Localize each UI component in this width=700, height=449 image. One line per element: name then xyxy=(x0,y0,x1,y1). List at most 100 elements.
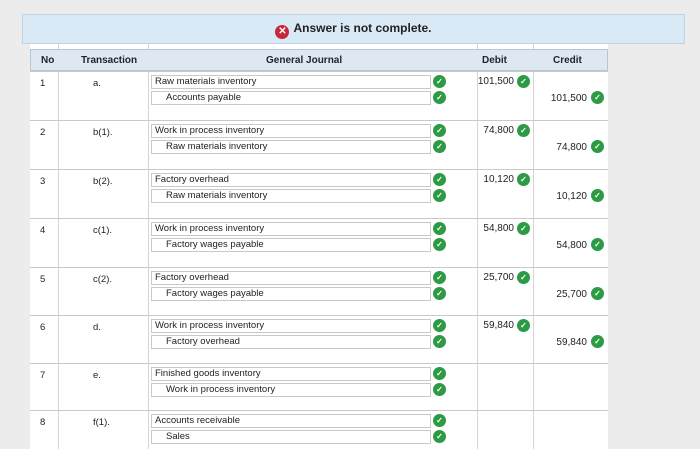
debit-account-text: Finished goods inventory xyxy=(155,368,261,379)
check-icon: ✓ xyxy=(517,173,530,186)
check-icon: ✓ xyxy=(433,271,446,284)
credit-account-text: Work in process inventory xyxy=(166,384,276,395)
check-icon: ✓ xyxy=(517,124,530,137)
debit-account-field[interactable]: Raw materials inventory xyxy=(151,75,431,89)
check-icon: ✓ xyxy=(433,189,446,202)
debit-account-field[interactable]: Work in process inventory xyxy=(151,124,431,138)
credit-account-text: Raw materials inventory xyxy=(166,141,268,152)
check-icon: ✓ xyxy=(591,189,604,202)
credit-account-field[interactable]: Factory wages payable xyxy=(151,238,431,252)
check-icon: ✓ xyxy=(433,414,446,427)
credit-account-text: Sales xyxy=(166,431,190,442)
credit-account-text: Factory overhead xyxy=(166,336,240,347)
check-icon: ✓ xyxy=(433,91,446,104)
credit-account-field[interactable]: Factory wages payable xyxy=(151,287,431,301)
transaction-label: c(1). xyxy=(93,225,112,236)
table-row: 7 e. Finished goods inventory Work in proce… xyxy=(30,363,608,406)
table-row: 2 b(1). Work in process inventory Raw mater… xyxy=(30,120,608,163)
header-credit: Credit xyxy=(553,55,582,66)
debit-account-field[interactable]: Factory overhead xyxy=(151,173,431,187)
table-row: 8 f(1). Accounts receivable Sales ✓ ✓ xyxy=(30,410,608,449)
credit-account-field[interactable]: Raw materials inventory xyxy=(151,189,431,203)
credit-account-text: Accounts payable xyxy=(166,92,241,103)
credit-amount[interactable]: 74,800 xyxy=(556,142,587,153)
row-number: 5 xyxy=(40,274,46,285)
debit-account-field[interactable]: Factory overhead xyxy=(151,271,431,285)
credit-account-field[interactable]: Accounts payable xyxy=(151,91,431,105)
debit-amount[interactable]: 54,800 xyxy=(483,223,514,234)
transaction-label: a. xyxy=(93,78,101,89)
check-icon: ✓ xyxy=(433,222,446,235)
row-number: 1 xyxy=(40,78,46,89)
table-row: 4 c(1). Work in process inventory Factory w… xyxy=(30,218,608,261)
debit-amount[interactable]: 101,500 xyxy=(477,76,514,87)
check-icon: ✓ xyxy=(517,75,530,88)
x-circle-icon: ✕ xyxy=(275,25,290,39)
debit-account-field[interactable]: Work in process inventory xyxy=(151,222,431,236)
check-icon: ✓ xyxy=(433,319,446,332)
check-icon: ✓ xyxy=(517,222,530,235)
check-icon: ✓ xyxy=(433,383,446,396)
check-icon: ✓ xyxy=(433,124,446,137)
debit-account-text: Work in process inventory xyxy=(155,125,265,136)
header-journal: General Journal xyxy=(266,55,343,66)
debit-account-text: Factory overhead xyxy=(155,272,229,283)
row-number: 2 xyxy=(40,127,46,138)
credit-amount[interactable]: 54,800 xyxy=(556,240,587,251)
row-number: 8 xyxy=(40,417,46,428)
check-icon: ✓ xyxy=(433,140,446,153)
table-row: 5 c(2). Factory overhead Factory wages paya… xyxy=(30,267,608,310)
check-icon: ✓ xyxy=(591,335,604,348)
check-icon: ✓ xyxy=(433,335,446,348)
header-transaction: Transaction xyxy=(81,55,138,66)
debit-amount[interactable]: 10,120 xyxy=(483,174,514,185)
check-icon: ✓ xyxy=(433,173,446,186)
check-icon: ✓ xyxy=(517,319,530,332)
table-header: No Transaction General Journal Debit Cre… xyxy=(30,49,608,71)
credit-account-text: Factory wages payable xyxy=(166,288,264,299)
debit-account-text: Accounts receivable xyxy=(155,415,241,426)
credit-amount[interactable]: 59,840 xyxy=(556,337,587,348)
header-no: No xyxy=(41,55,55,66)
row-number: 4 xyxy=(40,225,46,236)
journal-table: No Transaction General Journal Debit Cre… xyxy=(30,44,608,449)
debit-account-text: Work in process inventory xyxy=(155,223,265,234)
feedback-banner: ✕ Answer is not complete. xyxy=(22,14,685,44)
check-icon: ✓ xyxy=(591,140,604,153)
transaction-label: b(1). xyxy=(93,127,113,138)
row-number: 3 xyxy=(40,176,46,187)
credit-amount[interactable]: 101,500 xyxy=(550,93,587,104)
credit-account-text: Factory wages payable xyxy=(166,239,264,250)
credit-account-field[interactable]: Raw materials inventory xyxy=(151,140,431,154)
credit-account-field[interactable]: Factory overhead xyxy=(151,335,431,349)
check-icon: ✓ xyxy=(433,430,446,443)
transaction-label: c(2). xyxy=(93,274,112,285)
transaction-label: d. xyxy=(93,322,101,333)
check-icon: ✓ xyxy=(591,238,604,251)
transaction-label: b(2). xyxy=(93,176,113,187)
credit-amount[interactable]: 10,120 xyxy=(556,191,587,202)
debit-amount[interactable]: 74,800 xyxy=(483,125,514,136)
debit-amount[interactable]: 25,700 xyxy=(483,272,514,283)
transaction-label: f(1). xyxy=(93,417,110,428)
check-icon: ✓ xyxy=(433,287,446,300)
debit-account-text: Raw materials inventory xyxy=(155,76,257,87)
header-debit: Debit xyxy=(482,55,507,66)
credit-amount[interactable]: 25,700 xyxy=(556,289,587,300)
check-icon: ✓ xyxy=(433,75,446,88)
debit-account-text: Factory overhead xyxy=(155,174,229,185)
row-number: 6 xyxy=(40,322,46,333)
debit-account-field[interactable]: Accounts receivable xyxy=(151,414,431,428)
table-row: 1 a. Raw materials inventory Accounts payab… xyxy=(30,71,608,114)
debit-amount[interactable]: 59,840 xyxy=(483,320,514,331)
check-icon: ✓ xyxy=(591,91,604,104)
credit-account-field[interactable]: Sales xyxy=(151,430,431,444)
credit-account-field[interactable]: Work in process inventory xyxy=(151,383,431,397)
credit-account-text: Raw materials inventory xyxy=(166,190,268,201)
check-icon: ✓ xyxy=(433,367,446,380)
debit-account-field[interactable]: Finished goods inventory xyxy=(151,367,431,381)
check-icon: ✓ xyxy=(591,287,604,300)
table-row: 3 b(2). Factory overhead Raw materials inve… xyxy=(30,169,608,212)
debit-account-field[interactable]: Work in process inventory xyxy=(151,319,431,333)
banner-message: Answer is not complete. xyxy=(293,21,432,35)
